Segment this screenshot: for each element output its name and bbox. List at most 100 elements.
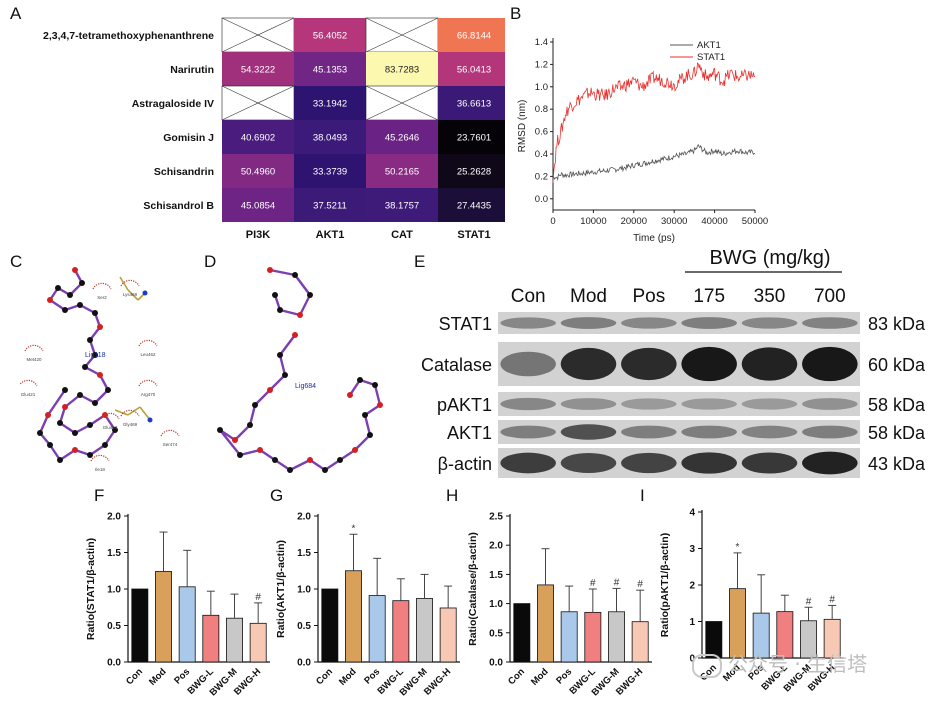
hydrophobic-arc	[100, 412, 120, 420]
y-tick-label: 1.0	[297, 585, 311, 596]
blot-band	[560, 317, 617, 329]
heatmap-cell	[294, 154, 366, 188]
heatmap-cell	[222, 120, 294, 154]
residue-label: Ser2	[97, 295, 107, 300]
x-tick-label: BWG-H	[422, 666, 453, 697]
heatmap-panel-a: 2,3,4,7-tetramethoxyphenanthrene 56.4052 6…	[43, 17, 505, 241]
blot-band	[621, 398, 677, 410]
heatmap-cell	[366, 188, 438, 222]
x-tick-label: Con	[124, 666, 145, 687]
x-tick-label: Mod	[337, 666, 359, 688]
residue-label: Lys469	[123, 292, 138, 297]
docking-diagram-c: Lig118 Lys469 Ser2 Leu462 Met420 Glu421 Arg470…	[20, 267, 180, 472]
x-tick-label: Pos	[554, 666, 574, 686]
heatmap-row-label: Schisandrin	[154, 166, 214, 178]
ligand-atom	[102, 442, 108, 448]
hydrophobic-arc	[138, 379, 158, 387]
blot-strip	[498, 342, 860, 386]
heatmap-cell-value: 56.4052	[313, 31, 347, 42]
x-tick-label: Con	[314, 666, 335, 687]
x-tick-label: BWG-H	[232, 666, 263, 697]
blot-protein-label: Catalase	[421, 355, 492, 375]
y-tick-label: 0.0	[489, 658, 503, 669]
ligand-bond	[354, 434, 371, 451]
ligand-bond	[259, 449, 276, 461]
residue-label: Arg470	[141, 392, 156, 397]
blot-strip	[498, 392, 860, 416]
x-axis-label: Time (ps)	[633, 233, 675, 244]
ligand-atom	[257, 447, 263, 453]
residue-atom	[147, 417, 153, 423]
heatmap-col-label: AKT1	[316, 229, 345, 241]
ligand-atom	[267, 267, 273, 273]
heatmap-cell	[222, 52, 294, 86]
ligand-atom	[267, 387, 273, 393]
blot-band	[802, 346, 858, 382]
y-axis-label: RMSD (nm)	[517, 100, 528, 153]
heatmap-col-label: STAT1	[457, 229, 490, 241]
heatmap-cell	[294, 86, 366, 120]
blot-lane-label: Pos	[632, 286, 665, 307]
ligand-atom	[292, 272, 298, 278]
ligand-bond	[248, 404, 257, 426]
blot-band	[621, 425, 677, 439]
y-tick-label: 1.5	[107, 548, 121, 559]
blot-band	[621, 317, 677, 329]
heatmap-cell-value: 25.2628	[457, 167, 491, 178]
y-tick-label: 0.4	[535, 149, 548, 160]
ligand-atom	[92, 400, 98, 406]
blot-band	[741, 317, 798, 329]
y-tick-label: 0.5	[297, 621, 311, 632]
heatmap-cell	[222, 154, 294, 188]
heatmap-cell-value: 66.8144	[457, 31, 491, 42]
blot-band	[681, 425, 737, 439]
y-tick-label: 0.0	[535, 194, 548, 205]
y-axis-label: Ratio(AKT1/β-actin)	[275, 540, 287, 638]
ligand-bond	[274, 459, 291, 471]
blot-band	[500, 317, 556, 329]
ligand-atom	[112, 427, 118, 433]
ligand-bond	[89, 444, 106, 456]
heatmap-cell-value: 36.6613	[457, 99, 491, 110]
ligand-bond	[278, 354, 287, 376]
ligand-bond	[49, 299, 66, 311]
heatmap-row-label: Schisandrol B	[143, 200, 214, 212]
y-tick-label: 0.0	[107, 658, 121, 669]
blot-band	[500, 425, 556, 439]
ligand-atom	[87, 422, 93, 428]
blot-size-label: 58 kDa	[868, 423, 926, 443]
heatmap-cell-value: 23.7601	[457, 133, 491, 144]
x-tick-label: Mod	[529, 666, 551, 688]
bar	[608, 611, 625, 663]
blot-band	[681, 452, 737, 474]
blot-band	[621, 452, 677, 474]
y-tick-label: 2.0	[107, 512, 121, 523]
ligand-atom	[79, 280, 85, 286]
ligand-atom	[217, 427, 223, 433]
y-tick-label: 1.5	[297, 548, 311, 559]
ligand-atom	[67, 292, 73, 298]
residue-label: Ser474	[163, 442, 178, 447]
ligand-bond	[324, 459, 341, 471]
residue-label: Glu421	[21, 392, 36, 397]
heatmap-cell	[294, 120, 366, 154]
ligand-atom	[272, 457, 278, 463]
blot-lane-label: Mod	[570, 286, 607, 307]
panel-label-f: F	[94, 486, 105, 505]
heatmap-cell	[366, 52, 438, 86]
heatmap-cell	[438, 18, 505, 52]
x-tick-label: Pos	[172, 666, 192, 686]
ligand-bond	[219, 429, 241, 456]
blot-lane-label: 700	[814, 286, 846, 307]
ligand-atom	[307, 457, 313, 463]
ligand-bond	[47, 389, 66, 416]
blot-protein-label: pAKT1	[437, 395, 492, 415]
significance-mark: #	[255, 592, 261, 603]
ligand-atom	[72, 430, 78, 436]
wechat-icon	[692, 653, 722, 678]
rmsd-line-chart: 0.0 0.2 0.4 0.6 0.8 1.0 1.2 1.4 0 10000 20000 30000…	[517, 37, 768, 244]
bar	[226, 617, 243, 663]
ligand-atom	[377, 402, 383, 408]
bar	[368, 595, 386, 663]
ligand-atom	[322, 467, 328, 473]
